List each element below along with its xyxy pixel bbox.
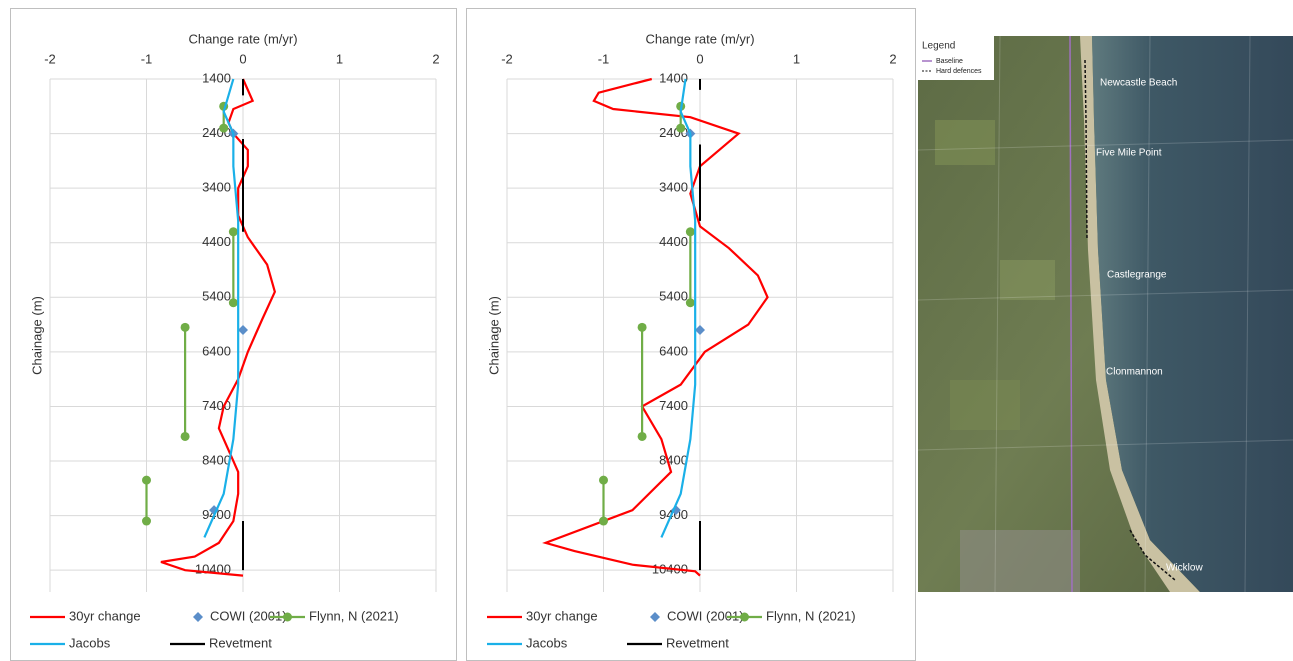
x-tick-label: 1 bbox=[336, 51, 343, 66]
legend-label: Flynn, N (2021) bbox=[766, 608, 856, 623]
map-place: Castlegrange bbox=[1107, 270, 1167, 281]
y-axis-title: Chainage (m) bbox=[29, 296, 44, 375]
marker-circle bbox=[283, 613, 292, 622]
x-tick-label: -1 bbox=[141, 51, 153, 66]
chart-panel bbox=[11, 9, 457, 661]
map-place: Clonmannon bbox=[1106, 367, 1163, 378]
page: Legend Baseline Hard defences Newcastle … bbox=[0, 0, 1293, 661]
y-tick-label: 5400 bbox=[202, 289, 231, 304]
map-field bbox=[950, 380, 1020, 430]
marker-circle bbox=[638, 432, 647, 441]
x-axis-title: Change rate (m/yr) bbox=[645, 31, 754, 46]
map-field bbox=[935, 120, 995, 165]
marker-circle bbox=[686, 298, 695, 307]
marker-circle bbox=[229, 298, 238, 307]
map-legend-item: Baseline bbox=[936, 58, 963, 65]
chart-panel bbox=[467, 9, 916, 661]
y-tick-label: 1400 bbox=[202, 70, 231, 85]
y-tick-label: 8400 bbox=[659, 452, 688, 467]
y-axis-title: Chainage (m) bbox=[486, 296, 501, 375]
map-town bbox=[960, 530, 1080, 592]
marker-circle bbox=[676, 124, 685, 133]
x-tick-label: -1 bbox=[598, 51, 610, 66]
y-tick-label: 3400 bbox=[202, 180, 231, 195]
legend-label: 30yr change bbox=[526, 608, 598, 623]
y-tick-label: 6400 bbox=[659, 343, 688, 358]
y-tick-label: 7400 bbox=[659, 398, 688, 413]
legend-label: Jacobs bbox=[69, 635, 111, 650]
marker-circle bbox=[229, 227, 238, 236]
x-axis-title: Change rate (m/yr) bbox=[188, 31, 297, 46]
marker-circle bbox=[181, 432, 190, 441]
x-tick-label: -2 bbox=[44, 51, 56, 66]
y-tick-label: 8400 bbox=[202, 452, 231, 467]
marker-circle bbox=[599, 517, 608, 526]
map-field bbox=[1000, 260, 1055, 300]
map-legend-item: Hard defences bbox=[936, 68, 982, 75]
x-tick-label: 0 bbox=[239, 51, 246, 66]
y-tick-label: 1400 bbox=[659, 70, 688, 85]
legend-label: Revetment bbox=[666, 635, 729, 650]
y-tick-label: 4400 bbox=[202, 234, 231, 249]
y-tick-label: 3400 bbox=[659, 180, 688, 195]
marker-circle bbox=[599, 476, 608, 485]
marker-circle bbox=[219, 124, 228, 133]
y-tick-label: 6400 bbox=[202, 343, 231, 358]
marker-circle bbox=[740, 613, 749, 622]
x-tick-label: 0 bbox=[696, 51, 703, 66]
legend-label: Revetment bbox=[209, 635, 272, 650]
marker-circle bbox=[181, 323, 190, 332]
marker-circle bbox=[638, 323, 647, 332]
map-place: Wicklow bbox=[1166, 563, 1203, 574]
map-place: Newcastle Beach bbox=[1100, 78, 1177, 89]
marker-circle bbox=[142, 476, 151, 485]
y-tick-label: 5400 bbox=[659, 289, 688, 304]
x-tick-label: 2 bbox=[889, 51, 896, 66]
map-legend-title: Legend bbox=[922, 41, 955, 52]
y-tick-label: 4400 bbox=[659, 234, 688, 249]
legend-label: Jacobs bbox=[526, 635, 568, 650]
x-tick-label: -2 bbox=[501, 51, 513, 66]
marker-circle bbox=[142, 517, 151, 526]
map: Legend Baseline Hard defences Newcastle … bbox=[918, 36, 1293, 592]
legend-label: 30yr change bbox=[69, 608, 141, 623]
marker-circle bbox=[686, 227, 695, 236]
x-tick-label: 1 bbox=[793, 51, 800, 66]
legend-label: Flynn, N (2021) bbox=[309, 608, 399, 623]
map-place: Five Mile Point bbox=[1096, 148, 1162, 159]
x-tick-label: 2 bbox=[432, 51, 439, 66]
